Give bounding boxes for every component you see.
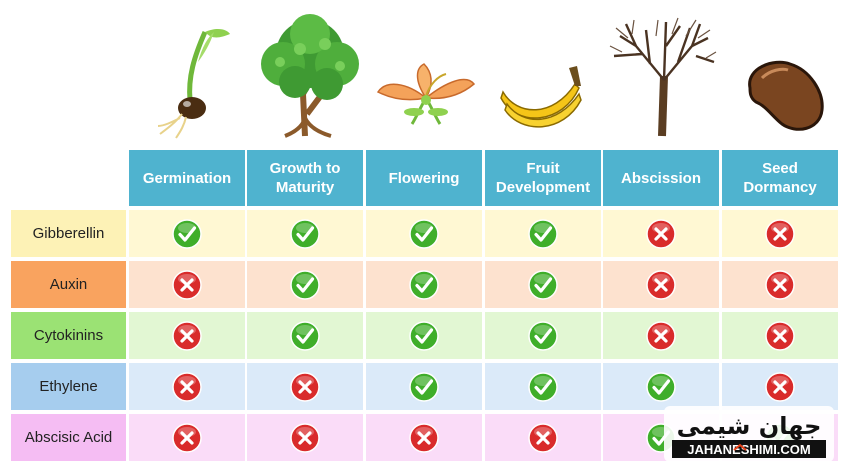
header-fruit-development: Fruit Development bbox=[485, 150, 601, 206]
cell-ethylene-abscission bbox=[603, 363, 719, 410]
cell-cytokinins-germination bbox=[129, 312, 245, 359]
cross-icon bbox=[172, 320, 202, 351]
cell-auxin-seed-dormancy bbox=[722, 261, 838, 308]
check-icon bbox=[528, 371, 558, 402]
cell-cytokinins-growth-to-maturity bbox=[247, 312, 363, 359]
cell-ethylene-seed-dormancy bbox=[722, 363, 838, 410]
cell-ethylene-germination bbox=[129, 363, 245, 410]
check-icon bbox=[409, 269, 439, 300]
check-icon bbox=[528, 218, 558, 249]
row-label-gibberellin: Gibberellin bbox=[11, 210, 126, 257]
leafy-tree-icon bbox=[261, 14, 359, 138]
cell-auxin-flowering bbox=[366, 261, 482, 308]
jahaneshimi-logo: جهان شیمی JAHANESHIMI.COM bbox=[664, 406, 834, 462]
row-label-ethylene: Ethylene bbox=[11, 363, 126, 410]
row-label-auxin: Auxin bbox=[11, 261, 126, 308]
check-icon bbox=[646, 371, 676, 402]
check-icon bbox=[290, 320, 320, 351]
row-label-abscisic-acid: Abscisic Acid bbox=[11, 414, 126, 461]
cell-cytokinins-abscission bbox=[603, 312, 719, 359]
cell-gibberellin-growth-to-maturity bbox=[247, 210, 363, 257]
cell-ethylene-fruit-development bbox=[485, 363, 601, 410]
cell-cytokinins-fruit-development bbox=[485, 312, 601, 359]
cell-auxin-abscission bbox=[603, 261, 719, 308]
cell-ethylene-growth-to-maturity bbox=[247, 363, 363, 410]
svg-text:جهان شیمی: جهان شیمی bbox=[677, 412, 822, 440]
cell-gibberellin-flowering bbox=[366, 210, 482, 257]
cross-icon bbox=[172, 269, 202, 300]
cross-icon bbox=[765, 320, 795, 351]
bare-tree-icon bbox=[609, 17, 717, 137]
check-icon bbox=[290, 269, 320, 300]
check-icon bbox=[528, 269, 558, 300]
cell-abscisic-acid-flowering bbox=[366, 414, 482, 461]
cell-abscisic-acid-germination bbox=[129, 414, 245, 461]
cross-icon bbox=[290, 371, 320, 402]
header-flowering: Flowering bbox=[366, 150, 482, 206]
cross-icon bbox=[528, 422, 558, 453]
cross-icon bbox=[646, 218, 676, 249]
header-abscission: Abscission bbox=[603, 150, 719, 206]
cross-icon bbox=[646, 269, 676, 300]
cell-gibberellin-fruit-development bbox=[485, 210, 601, 257]
check-icon bbox=[528, 320, 558, 351]
cell-auxin-growth-to-maturity bbox=[247, 261, 363, 308]
cell-cytokinins-seed-dormancy bbox=[722, 312, 838, 359]
cross-icon bbox=[172, 422, 202, 453]
header-germination: Germination bbox=[129, 150, 245, 206]
cell-abscisic-acid-fruit-development bbox=[485, 414, 601, 461]
cross-icon bbox=[646, 320, 676, 351]
cell-ethylene-flowering bbox=[366, 363, 482, 410]
cross-icon bbox=[765, 269, 795, 300]
cell-auxin-fruit-development bbox=[485, 261, 601, 308]
cell-abscisic-acid-growth-to-maturity bbox=[247, 414, 363, 461]
check-icon bbox=[409, 218, 439, 249]
cell-gibberellin-germination bbox=[129, 210, 245, 257]
cell-cytokinins-flowering bbox=[366, 312, 482, 359]
cross-icon bbox=[765, 218, 795, 249]
svg-text:JAHANESHIMI.COM: JAHANESHIMI.COM bbox=[687, 442, 811, 457]
banana-icon bbox=[500, 66, 582, 128]
seed-icon bbox=[748, 60, 824, 131]
cross-icon bbox=[172, 371, 202, 402]
check-icon bbox=[290, 218, 320, 249]
cell-gibberellin-abscission bbox=[603, 210, 719, 257]
flower-icon bbox=[376, 63, 476, 125]
check-icon bbox=[172, 218, 202, 249]
cross-icon bbox=[765, 371, 795, 402]
cell-gibberellin-seed-dormancy bbox=[722, 210, 838, 257]
seedling-icon bbox=[157, 28, 230, 139]
cross-icon bbox=[409, 422, 439, 453]
header-growth-to-maturity: Growth to Maturity bbox=[247, 150, 363, 206]
check-icon bbox=[409, 371, 439, 402]
cell-auxin-germination bbox=[129, 261, 245, 308]
header-seed-dormancy: Seed Dormancy bbox=[722, 150, 838, 206]
cross-icon bbox=[290, 422, 320, 453]
row-label-cytokinins: Cytokinins bbox=[11, 312, 126, 359]
check-icon bbox=[409, 320, 439, 351]
